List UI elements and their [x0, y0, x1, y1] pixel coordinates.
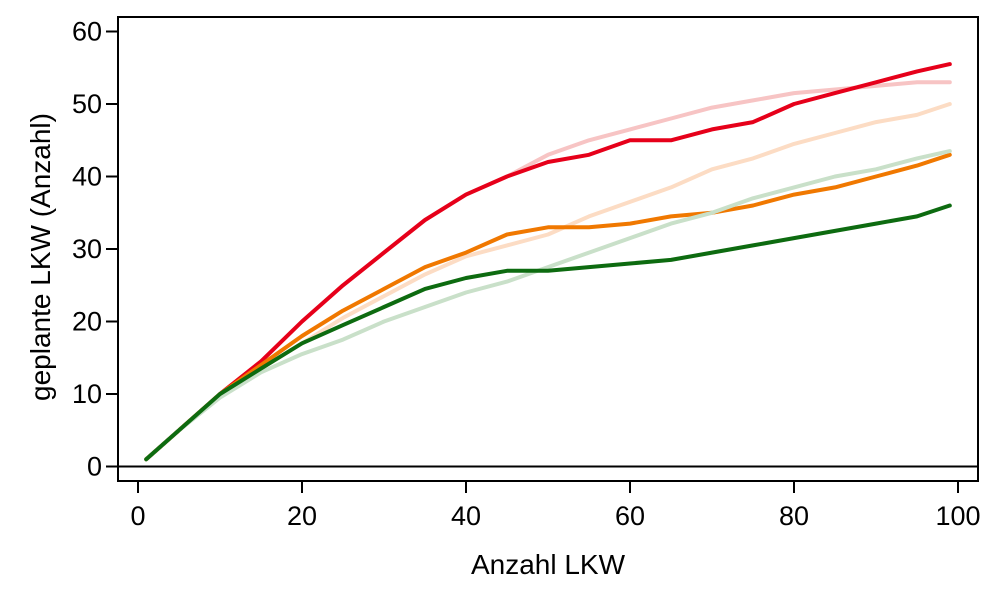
y-tick-label: 40 — [72, 162, 102, 192]
x-tick-label: 60 — [615, 501, 645, 531]
y-tick-label: 60 — [72, 17, 102, 47]
y-tick-label: 0 — [87, 452, 102, 482]
y-tick-label: 10 — [72, 379, 102, 409]
y-tick-label: 30 — [72, 234, 102, 264]
y-tick-label: 50 — [72, 89, 102, 119]
series-line-4 — [144, 152, 952, 462]
y-tick-label: 20 — [72, 307, 102, 337]
plot-frame — [117, 16, 979, 482]
x-tick-label: 20 — [287, 501, 317, 531]
x-tick-label: 80 — [779, 501, 809, 531]
series-line-6 — [144, 203, 952, 462]
series-line-3 — [144, 102, 952, 462]
x-axis-title: Anzahl LKW — [471, 549, 626, 580]
series-line-2 — [144, 62, 952, 462]
series-layer — [144, 62, 952, 462]
y-axis-title: geplante LKW (Anzahl) — [25, 113, 56, 401]
x-tick-label: 40 — [451, 501, 481, 531]
x-tick-label: 100 — [935, 501, 980, 531]
tick-layer: 0 20 40 60 80 100 0 10 20 30 40 50 60 — [72, 17, 981, 532]
series-line-5 — [144, 149, 952, 462]
x-tick-label: 0 — [130, 501, 145, 531]
